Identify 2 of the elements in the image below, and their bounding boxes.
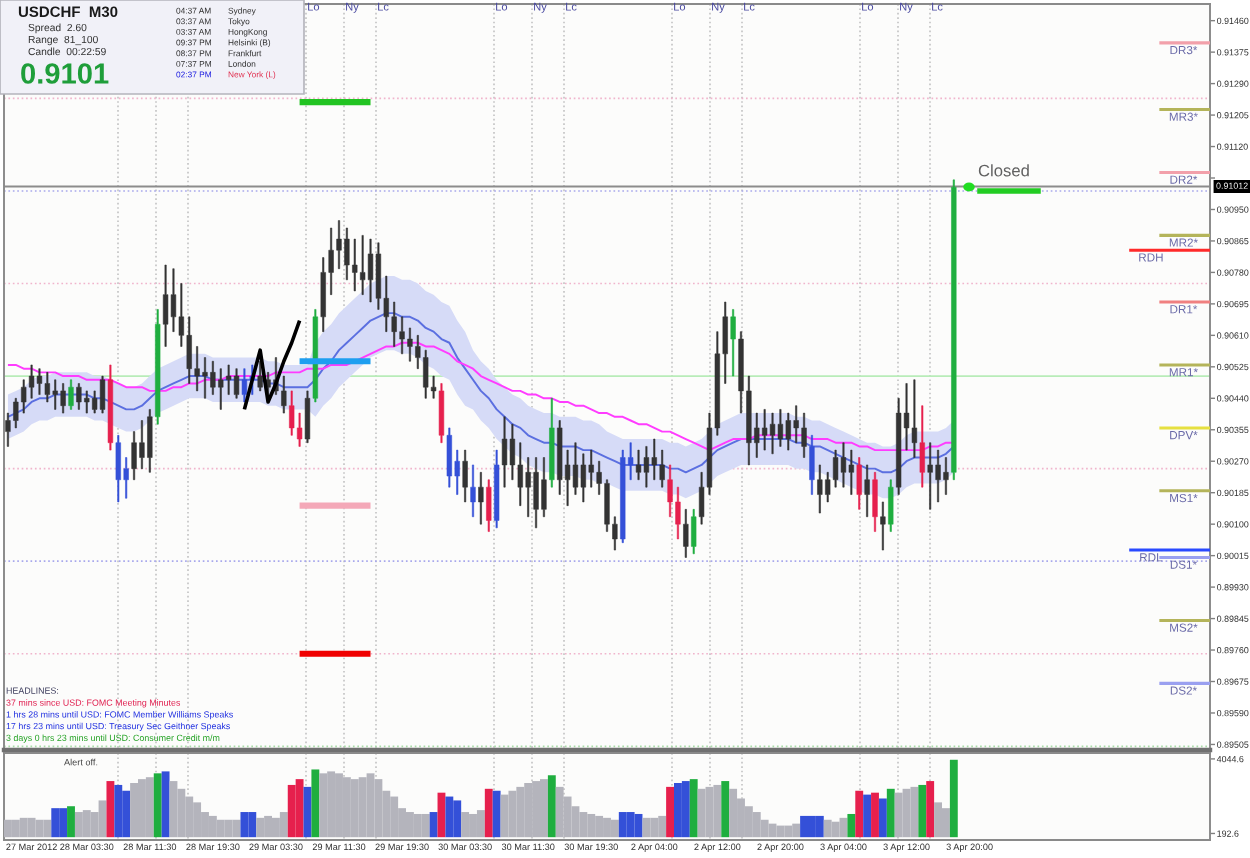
annotation: Closed [978,164,1029,177]
annotation: 0.9101 [21,63,109,84]
